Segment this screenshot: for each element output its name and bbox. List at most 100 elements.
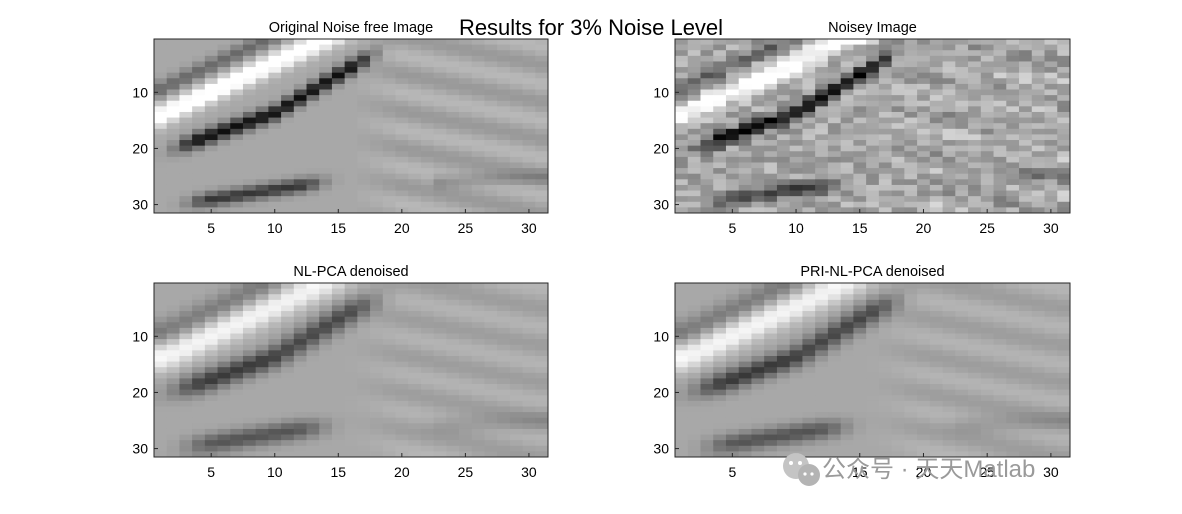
pixel-cell xyxy=(1019,423,1033,430)
pixel-cell xyxy=(497,67,511,74)
pixel-cell xyxy=(713,299,727,306)
pixel-cell xyxy=(166,333,180,340)
pixel-cell xyxy=(344,184,358,191)
pixel-cell xyxy=(827,451,842,458)
pixel-cell xyxy=(306,294,320,301)
pixel-cell xyxy=(166,355,180,362)
pixel-cell xyxy=(802,389,816,396)
pixel-cell xyxy=(675,372,689,379)
pixel-cell xyxy=(242,327,257,334)
pixel-cell xyxy=(268,100,282,107)
pixel-cell xyxy=(204,288,218,295)
pixel-cell xyxy=(878,67,893,74)
pixel-cell xyxy=(420,67,435,74)
pixel-cell xyxy=(522,162,536,169)
pixel-cell xyxy=(929,355,943,362)
pixel-cell xyxy=(1044,316,1058,323)
y-tick-label: 20 xyxy=(653,384,669,400)
pixel-cell xyxy=(344,207,358,214)
pixel-cell xyxy=(268,67,282,74)
pixel-cell xyxy=(281,44,295,51)
pixel-cell xyxy=(255,367,269,374)
pixel-cell xyxy=(968,445,982,452)
axes-frame xyxy=(674,38,1071,214)
pixel-cell xyxy=(192,384,206,391)
pixel-cell xyxy=(459,100,473,107)
pixel-cell xyxy=(293,67,307,74)
pixel-cell xyxy=(929,61,943,68)
pixel-cell xyxy=(179,184,193,191)
pixel-cell xyxy=(942,355,956,362)
pixel-cell xyxy=(331,106,346,113)
pixel-cell xyxy=(382,384,396,391)
pixel-cell xyxy=(230,140,244,147)
pixel-cell xyxy=(815,190,829,197)
pixel-cell xyxy=(789,316,803,323)
pixel-cell xyxy=(815,39,829,46)
pixel-cell xyxy=(179,72,193,79)
pixel-cell xyxy=(522,423,536,430)
pixel-cell xyxy=(1044,434,1058,441)
pixel-cell xyxy=(1031,384,1045,391)
pixel-cell xyxy=(509,372,523,379)
pixel-cell xyxy=(408,333,422,340)
pixel-cell xyxy=(242,207,257,214)
pixel-cell xyxy=(293,327,307,334)
pixel-cell xyxy=(776,162,791,169)
pixel-cell xyxy=(319,83,333,90)
pixel-cell xyxy=(1006,445,1020,452)
pixel-cell xyxy=(955,355,969,362)
pixel-cell xyxy=(255,156,269,163)
pixel-cell xyxy=(764,190,778,197)
pixel-cell xyxy=(687,451,701,458)
pixel-cell xyxy=(713,322,727,329)
pixel-cell xyxy=(840,207,854,214)
pixel-cell xyxy=(1019,417,1033,424)
pixel-cell xyxy=(382,173,396,180)
pixel-cell xyxy=(891,311,905,318)
pixel-cell xyxy=(293,344,307,351)
pixel-cell xyxy=(281,140,295,147)
pixel-cell xyxy=(917,117,931,124)
pixel-cell xyxy=(255,151,269,158)
pixel-cell xyxy=(713,128,727,135)
pixel-cell xyxy=(764,316,778,323)
pixel-cell xyxy=(204,106,218,113)
pixel-cell xyxy=(776,44,791,51)
pixel-cell xyxy=(917,350,931,357)
pixel-cell xyxy=(1057,55,1071,62)
pixel-cell xyxy=(764,95,778,102)
pixel-cell xyxy=(955,445,969,452)
panel-title: PRI-NL-PCA denoised xyxy=(800,264,944,280)
pixel-cell xyxy=(319,384,333,391)
pixel-cell xyxy=(687,162,701,169)
pixel-cell xyxy=(955,283,969,290)
pixel-cell xyxy=(471,344,485,351)
pixel-cell xyxy=(357,294,371,301)
pixel-cell xyxy=(319,440,333,447)
pixel-cell xyxy=(700,123,714,130)
pixel-cell xyxy=(815,417,829,424)
pixel-cell xyxy=(815,395,829,402)
pixel-cell xyxy=(357,395,371,402)
pixel-cell xyxy=(433,179,447,186)
pixel-cell xyxy=(993,283,1007,290)
pixel-cell xyxy=(446,72,460,79)
pixel-cell xyxy=(395,288,409,295)
pixel-cell xyxy=(217,111,231,118)
pixel-cell xyxy=(866,190,880,197)
pixel-cell xyxy=(764,400,778,407)
pixel-cell xyxy=(509,311,523,318)
pixel-cell xyxy=(179,372,193,379)
pixel-cell xyxy=(751,95,765,102)
pixel-cell xyxy=(904,140,918,147)
pixel-cell xyxy=(993,89,1007,96)
pixel-cell xyxy=(1006,378,1020,385)
pixel-cell xyxy=(242,400,257,407)
pixel-cell xyxy=(700,283,714,290)
pixel-cell xyxy=(344,367,358,374)
pixel-cell xyxy=(687,311,701,318)
pixel-cell xyxy=(497,83,511,90)
pixel-cell xyxy=(446,39,460,46)
pixel-cell xyxy=(357,39,371,46)
